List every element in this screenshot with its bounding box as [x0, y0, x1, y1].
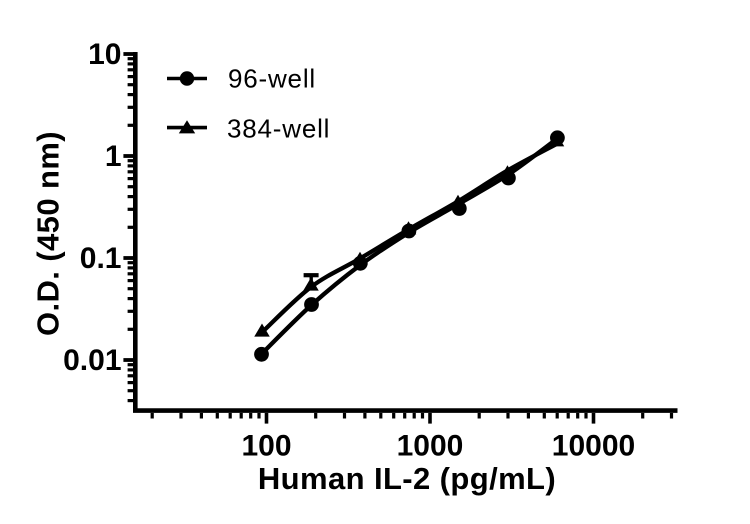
svg-text:0.01: 0.01 [63, 344, 121, 377]
svg-text:384-well: 384-well [227, 113, 330, 143]
svg-text:10000: 10000 [552, 430, 635, 463]
svg-text:96-well: 96-well [228, 64, 316, 94]
svg-text:1: 1 [105, 140, 122, 173]
svg-text:100: 100 [241, 430, 291, 463]
svg-text:O.D. (450 nm): O.D. (450 nm) [31, 131, 66, 336]
svg-text:1000: 1000 [397, 430, 464, 463]
svg-text:Human IL-2 (pg/mL): Human IL-2 (pg/mL) [258, 461, 556, 496]
svg-text:10: 10 [88, 38, 121, 71]
svg-text:0.1: 0.1 [80, 242, 122, 275]
